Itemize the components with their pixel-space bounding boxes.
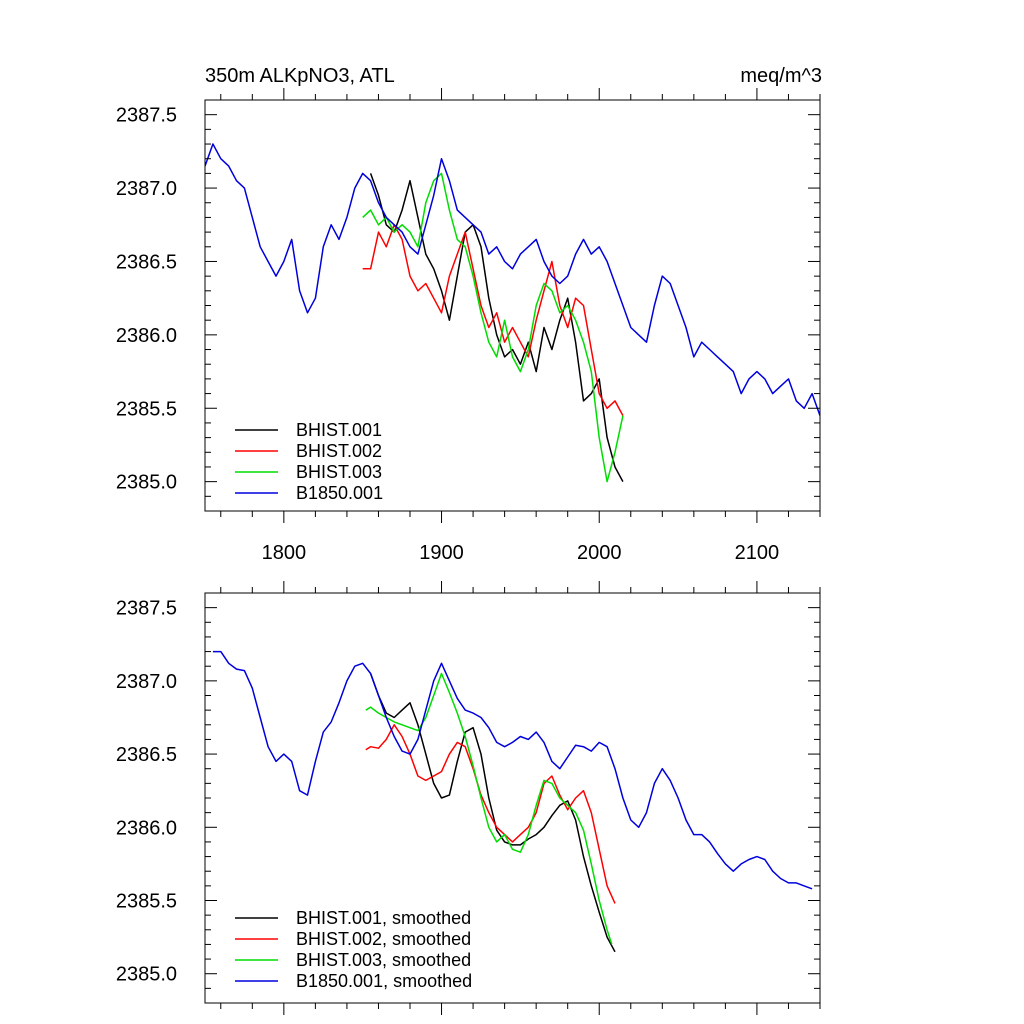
legend-label: BHIST.003 [296,462,382,482]
y-tick-label: 2386.0 [116,325,177,347]
x-tick-label: 1800 [262,542,307,564]
legend-label: B1850.001 [296,483,383,503]
series-line-1 [362,224,624,416]
series-line-0 [369,173,624,482]
series-line-0 [369,673,616,953]
panel-title: 350m ALKpNO3, ATL [205,65,395,87]
y-tick-label: 2385.0 [116,964,177,986]
legend-label: BHIST.003, smoothed [296,950,471,970]
series-line-1 [365,724,616,904]
series-line-3 [212,650,813,890]
series-line-3 [205,143,820,416]
series-line-2 [362,172,624,483]
bottom-panel: 2385.0 2385.5 2386.0 2386.5 2387.0 2387.5 BHIS… [116,581,821,1015]
legend-label: BHIST.001 [296,420,382,440]
y-tick-label: 2387.5 [116,105,177,127]
series-line-2 [365,672,613,945]
legend-label: BHIST.002, smoothed [296,929,471,949]
y-tick-label: 2386.5 [116,744,177,766]
units-label: meq/m^3 [740,65,822,87]
x-tick-label: 2100 [735,542,780,564]
top-panel: 350m ALKpNO3, ATL meq/m^3 2385.0 2385.5 23… [116,65,822,564]
series-group [205,143,820,483]
y-tick-label: 2385.5 [116,398,177,420]
legend-label: BHIST.002 [296,441,382,461]
y-tick-label: 2387.5 [116,598,177,620]
y-tick-label: 2385.5 [116,891,177,913]
series-group [212,650,813,953]
legend-label: BHIST.001, smoothed [296,908,471,928]
y-tick-label: 2387.0 [116,671,177,693]
y-tick-label: 2386.0 [116,817,177,839]
x-tick-label: 2000 [577,542,622,564]
y-tick-label: 2387.0 [116,178,177,200]
y-tick-label: 2385.0 [116,472,177,494]
legend-label: B1850.001, smoothed [296,971,472,991]
y-tick-label: 2386.5 [116,251,177,273]
x-tick-label: 1900 [419,542,464,564]
